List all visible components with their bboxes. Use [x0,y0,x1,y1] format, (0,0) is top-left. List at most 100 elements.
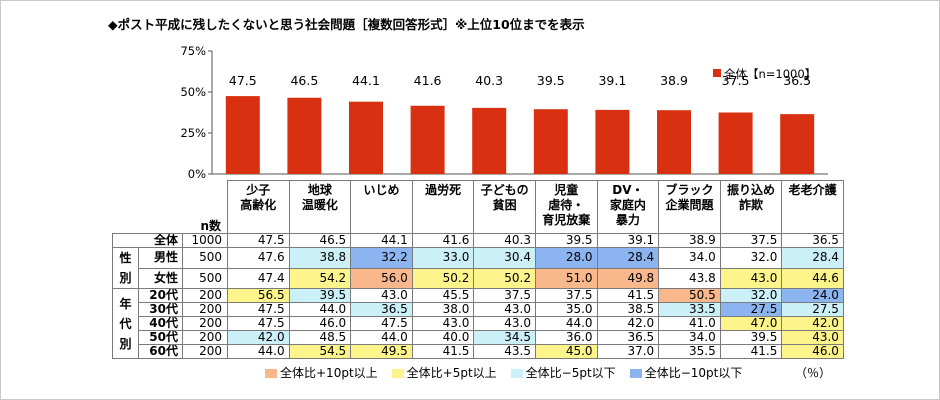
value-cell: 49.8 [596,267,660,289]
row-label: 30代 [138,302,183,317]
value-cell: 41.5 [411,344,475,359]
n-cell: 200 [182,288,228,303]
table-row: 60代 200 44.0 54.5 49.5 41.5 43.5 45.0 37.0 35.5 41… [113,344,844,359]
row-label: 女性 [138,267,183,289]
bar-data-label: 44.1 [352,73,380,88]
value-cell: 27.5 [781,302,844,317]
value-cell: 38.0 [411,302,475,317]
category-label-line: 子どもの [480,183,529,197]
value-cell: 42.0 [781,316,844,331]
value-cell: 45.5 [411,288,475,303]
n-cell: 500 [182,267,228,289]
bar-data-label: 38.9 [660,73,688,88]
value-cell: 34.0 [658,330,721,345]
value-cell: 56.5 [227,288,290,303]
value-cell: 50.5 [658,288,721,303]
value-cell: 36.0 [534,330,598,345]
row-label: 50代 [138,330,183,345]
highlight-legend-label: 全体比−10pt以下 [644,366,743,380]
bar [287,97,322,174]
value-cell: 44.0 [534,316,598,331]
value-cell: 36.5 [781,233,844,248]
value-cell: 38.9 [658,233,721,248]
bar [595,109,630,174]
value-cell: 38.5 [596,302,660,317]
category-label-line: いじめ [363,183,400,197]
category-label-line: 温暖化 [301,198,338,212]
group-label-char: 代 [119,316,132,331]
category-header: 児童 虐待・ 育児放棄 [534,180,598,234]
value-cell: 43.0 [473,302,536,317]
value-cell: 37.5 [719,233,783,248]
highlight-swatch [265,369,277,378]
n-header: n数 [182,180,228,234]
row-label: 60代 [138,344,183,359]
bar-data-label: 47.5 [229,73,257,88]
n-cell: 200 [182,302,228,317]
value-cell: 47.5 [227,316,290,331]
bar [472,107,507,174]
bar-data-label: 39.1 [598,73,626,88]
value-cell: 47.0 [719,316,783,331]
category-label-line: 振り込め [727,183,776,197]
row-label: 20代 [138,288,183,303]
n-cell: 1000 [182,233,228,248]
legend-label: 全体【n=1000】 [724,67,817,81]
value-cell: 43.0 [411,316,475,331]
chart-title: ◆ポスト平成に残したくないと思う社会問題［複数回答形式］※上位10位までを表示 [108,17,585,32]
y-tick-label: 75% [180,44,206,58]
value-cell: 36.5 [350,302,413,317]
chart-legend: 全体【n=1000】 [713,66,816,82]
value-cell: 44.0 [288,302,352,317]
value-cell: 33.0 [411,247,475,269]
category-header: 地球 温暖化 [288,180,352,234]
category-header: ブラック 企業問題 [658,180,721,234]
n-cell: 200 [182,316,228,331]
table-row: 40代 200 47.5 46.0 47.5 43.0 43.0 44.0 42.0 41.0 47… [113,316,844,331]
value-cell: 43.0 [719,267,783,289]
highlight-legend-label: 全体比−5pt以下 [525,366,616,380]
value-cell: 47.4 [227,267,290,289]
category-label-line: 家庭内 [609,198,646,212]
group-label: 年代別 [112,288,139,359]
row-label: 全体 [112,233,183,248]
category-header: 振り込め 詐欺 [719,180,783,234]
value-cell: 33.5 [658,302,721,317]
bar [657,110,691,174]
category-header: 老老介護 [781,180,844,234]
bar-data-label: 39.5 [537,73,565,88]
value-cell: 47.5 [350,316,413,331]
value-cell: 43.0 [473,316,536,331]
highlight-legend-item: 全体比+10pt以上 [265,364,378,381]
category-label-line: 児童 [554,183,579,197]
category-header: 過労死 [411,180,475,234]
n-cell: 200 [182,344,228,359]
group-label: 性別 [112,247,139,289]
category-label-line: 虐待・ [548,198,585,212]
bar-chart: 0% 25% 50% 75% 47.5 46.5 44.1 41.6 40.3 39.5 39.1 3… [180,44,828,181]
y-tick-label: 25% [180,126,206,140]
bar [225,96,260,174]
highlight-legend-item: 全体比−5pt以下 [510,364,616,381]
table-row: 50代 200 42.0 48.5 44.0 40.0 34.5 36.0 36.5 34.0 39… [113,330,844,345]
value-cell: 32.0 [719,247,783,269]
value-cell: 43.5 [473,344,536,359]
value-cell: 38.8 [288,247,352,269]
bar [349,101,383,174]
category-label-line: 貧困 [492,198,517,212]
group-label-char: 別 [119,336,132,351]
data-table: n数 少子 高齢化 地球 温暖化 いじめ 過労死 子どもの 貧困 児童 虐待・ 育児放棄 DV・ 家庭内暴… [112,180,844,359]
legend-swatch [713,69,721,77]
value-cell: 51.0 [534,267,598,289]
value-cell: 46.5 [288,233,352,248]
value-cell: 35.0 [534,302,598,317]
bar-data-label: 46.5 [290,73,318,88]
group-label-char: 性 [119,251,132,265]
value-cell: 28.4 [596,247,660,269]
value-cell: 35.5 [658,344,721,359]
value-cell: 44.0 [227,344,290,359]
category-label-line: 企業問題 [665,198,714,212]
bar-data-label: 37.5 [722,73,750,88]
value-cell: 27.5 [719,302,783,317]
table-row: 年代別 20代 200 56.5 39.5 43.0 45.5 37.5 37.5 41.5 50.… [112,288,844,359]
